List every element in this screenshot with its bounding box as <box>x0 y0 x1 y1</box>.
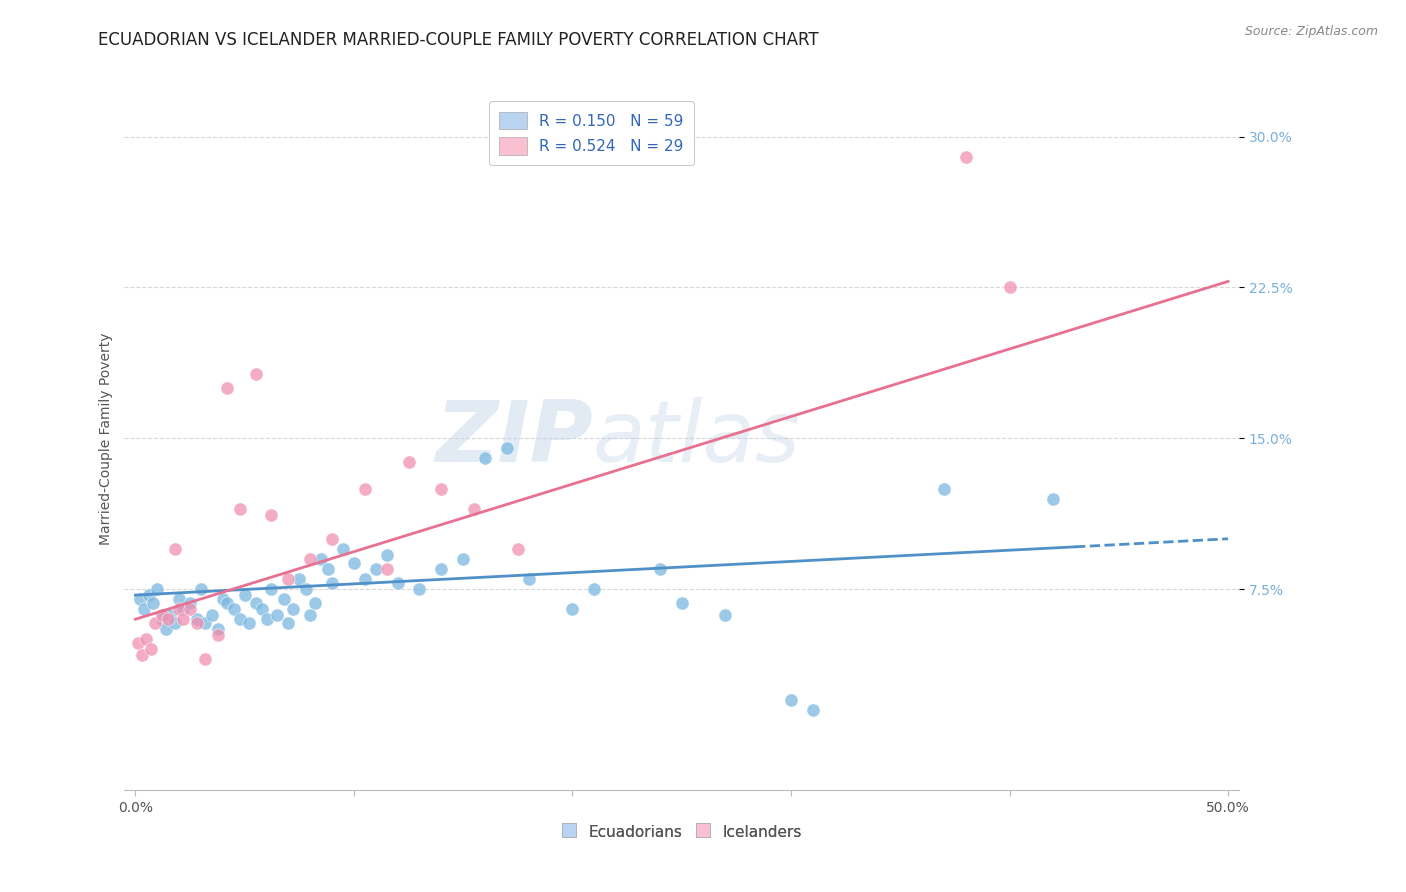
Point <box>408 582 430 596</box>
Point <box>316 562 339 576</box>
Point <box>714 608 737 623</box>
Point <box>463 501 485 516</box>
Point <box>321 532 343 546</box>
Point <box>299 608 322 623</box>
Point <box>250 602 273 616</box>
Point <box>207 628 229 642</box>
Point <box>150 612 173 626</box>
Point <box>387 576 409 591</box>
Point <box>277 616 299 631</box>
Point <box>233 588 256 602</box>
Point <box>150 608 173 623</box>
Point <box>398 455 420 469</box>
Point <box>648 562 671 576</box>
Point <box>217 596 239 610</box>
Point <box>299 552 322 566</box>
Point <box>364 562 387 576</box>
Point <box>801 703 824 717</box>
Text: ECUADORIAN VS ICELANDER MARRIED-COUPLE FAMILY POVERTY CORRELATION CHART: ECUADORIAN VS ICELANDER MARRIED-COUPLE F… <box>98 31 820 49</box>
Point <box>138 588 160 602</box>
Point <box>517 572 540 586</box>
Point <box>211 592 233 607</box>
Point <box>146 582 169 596</box>
Point <box>671 596 693 610</box>
Point <box>430 482 453 496</box>
Point <box>194 616 217 631</box>
Point <box>245 596 267 610</box>
Point <box>273 592 295 607</box>
Point <box>222 602 245 616</box>
Point <box>583 582 606 596</box>
Point <box>277 572 299 586</box>
Point <box>194 652 217 666</box>
Point <box>506 541 529 556</box>
Legend: Ecuadorians, Icelanders: Ecuadorians, Icelanders <box>555 818 808 846</box>
Point <box>304 596 326 610</box>
Point <box>780 692 803 706</box>
Point <box>127 636 149 650</box>
Point <box>163 541 186 556</box>
Point <box>260 582 283 596</box>
Point <box>281 602 304 616</box>
Point <box>309 552 332 566</box>
Point <box>451 552 474 566</box>
Point <box>353 482 375 496</box>
Point <box>321 576 343 591</box>
Point <box>217 381 239 395</box>
Point <box>155 622 177 636</box>
Point <box>201 608 224 623</box>
Text: Source: ZipAtlas.com: Source: ZipAtlas.com <box>1244 25 1378 38</box>
Point <box>142 596 165 610</box>
Text: atlas: atlas <box>592 397 800 480</box>
Point <box>353 572 375 586</box>
Point <box>131 648 153 663</box>
Point <box>998 280 1021 294</box>
Point <box>343 556 366 570</box>
Point <box>167 592 190 607</box>
Y-axis label: Married-Couple Family Poverty: Married-Couple Family Poverty <box>100 332 114 544</box>
Point <box>1042 491 1064 506</box>
Point <box>134 602 156 616</box>
Point <box>288 572 311 586</box>
Point <box>167 602 190 616</box>
Point <box>159 608 181 623</box>
Point <box>207 622 229 636</box>
Point <box>128 592 150 607</box>
Point <box>172 612 194 626</box>
Point <box>135 632 157 647</box>
Point <box>186 612 208 626</box>
Point <box>238 616 260 631</box>
Point <box>375 548 398 562</box>
Point <box>143 616 166 631</box>
Point <box>157 612 180 626</box>
Point <box>229 612 252 626</box>
Point <box>179 596 201 610</box>
Point <box>295 582 318 596</box>
Point <box>474 451 496 466</box>
Point <box>179 602 201 616</box>
Point <box>186 616 208 631</box>
Point <box>375 562 398 576</box>
Point <box>561 602 583 616</box>
Point <box>256 612 278 626</box>
Point <box>172 602 194 616</box>
Point <box>266 608 288 623</box>
Point <box>955 150 977 164</box>
Point <box>332 541 354 556</box>
Point <box>496 442 519 456</box>
Point <box>139 642 162 657</box>
Text: ZIP: ZIP <box>434 397 592 480</box>
Point <box>163 616 186 631</box>
Point <box>190 582 212 596</box>
Point <box>245 367 267 381</box>
Point <box>430 562 453 576</box>
Point <box>932 482 955 496</box>
Point <box>260 508 283 522</box>
Point <box>229 501 252 516</box>
